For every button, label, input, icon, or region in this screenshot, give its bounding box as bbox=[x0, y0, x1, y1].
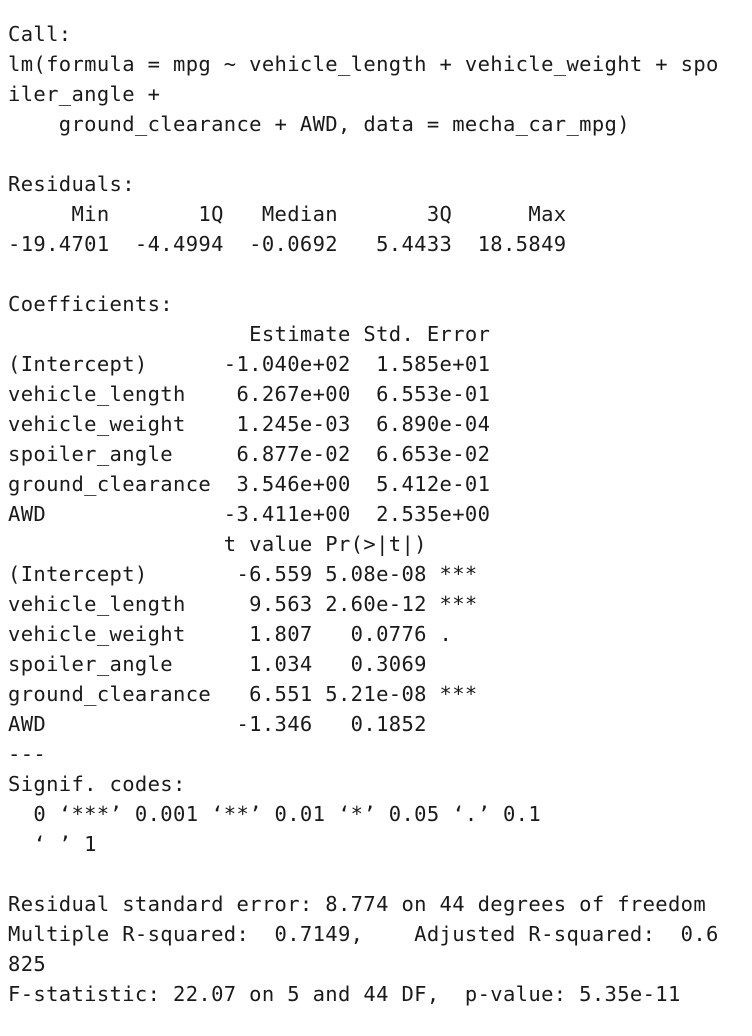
coefficients-header: Coefficients: bbox=[8, 292, 173, 316]
formula-line: ground_clearance + AWD, data = mecha_car… bbox=[8, 112, 630, 136]
coefficient-row: AWD -3.411e+00 2.535e+00 bbox=[8, 502, 491, 526]
signif-codes-header: Signif. codes: bbox=[8, 772, 186, 796]
coefficients-column-headers: t value Pr(>|t|) bbox=[8, 532, 427, 556]
r-console-output: Call: lm(formula = mpg ~ vehicle_length … bbox=[8, 19, 752, 1009]
signif-codes-legend: 0 ‘***’ 0.001 ‘**’ 0.01 ‘*’ 0.05 ‘.’ 0.1 bbox=[8, 802, 542, 826]
coefficient-row: vehicle_length 6.267e+00 6.553e-01 bbox=[8, 382, 491, 406]
blank-line bbox=[8, 139, 752, 169]
r-squared-line: 825 bbox=[8, 952, 47, 976]
signif-codes-legend: ‘ ’ 1 bbox=[8, 832, 97, 856]
residuals-header: Residuals: bbox=[8, 172, 135, 196]
residuals-quantile-values: -19.4701 -4.4994 -0.0692 5.4433 18.5849 bbox=[8, 232, 567, 256]
residual-standard-error: Residual standard error: 8.774 on 44 deg… bbox=[8, 892, 707, 916]
coefficient-row: spoiler_angle 1.034 0.3069 bbox=[8, 652, 427, 676]
coefficients-column-headers: Estimate Std. Error bbox=[8, 322, 491, 346]
coefficient-row: ground_clearance 6.551 5.21e-08 *** bbox=[8, 682, 478, 706]
separator-line: --- bbox=[8, 742, 47, 766]
coefficient-row: vehicle_length 9.563 2.60e-12 *** bbox=[8, 592, 478, 616]
blank-line bbox=[8, 859, 752, 889]
coefficient-row: (Intercept) -6.559 5.08e-08 *** bbox=[8, 562, 478, 586]
r-squared-line: Multiple R-squared: 0.7149, Adjusted R-s… bbox=[8, 922, 719, 946]
formula-line: iler_angle + bbox=[8, 82, 161, 106]
coefficient-row: AWD -1.346 0.1852 bbox=[8, 712, 427, 736]
blank-line bbox=[8, 259, 752, 289]
call-header: Call: bbox=[8, 22, 72, 46]
coefficient-row: vehicle_weight 1.245e-03 6.890e-04 bbox=[8, 412, 491, 436]
coefficient-row: spoiler_angle 6.877e-02 6.653e-02 bbox=[8, 442, 491, 466]
coefficient-row: (Intercept) -1.040e+02 1.585e+01 bbox=[8, 352, 491, 376]
residuals-quantile-labels: Min 1Q Median 3Q Max bbox=[8, 202, 567, 226]
f-statistic-line: F-statistic: 22.07 on 5 and 44 DF, p-val… bbox=[8, 982, 681, 1006]
coefficient-row: ground_clearance 3.546e+00 5.412e-01 bbox=[8, 472, 491, 496]
coefficient-row: vehicle_weight 1.807 0.0776 . bbox=[8, 622, 453, 646]
formula-line: lm(formula = mpg ~ vehicle_length + vehi… bbox=[8, 52, 719, 76]
